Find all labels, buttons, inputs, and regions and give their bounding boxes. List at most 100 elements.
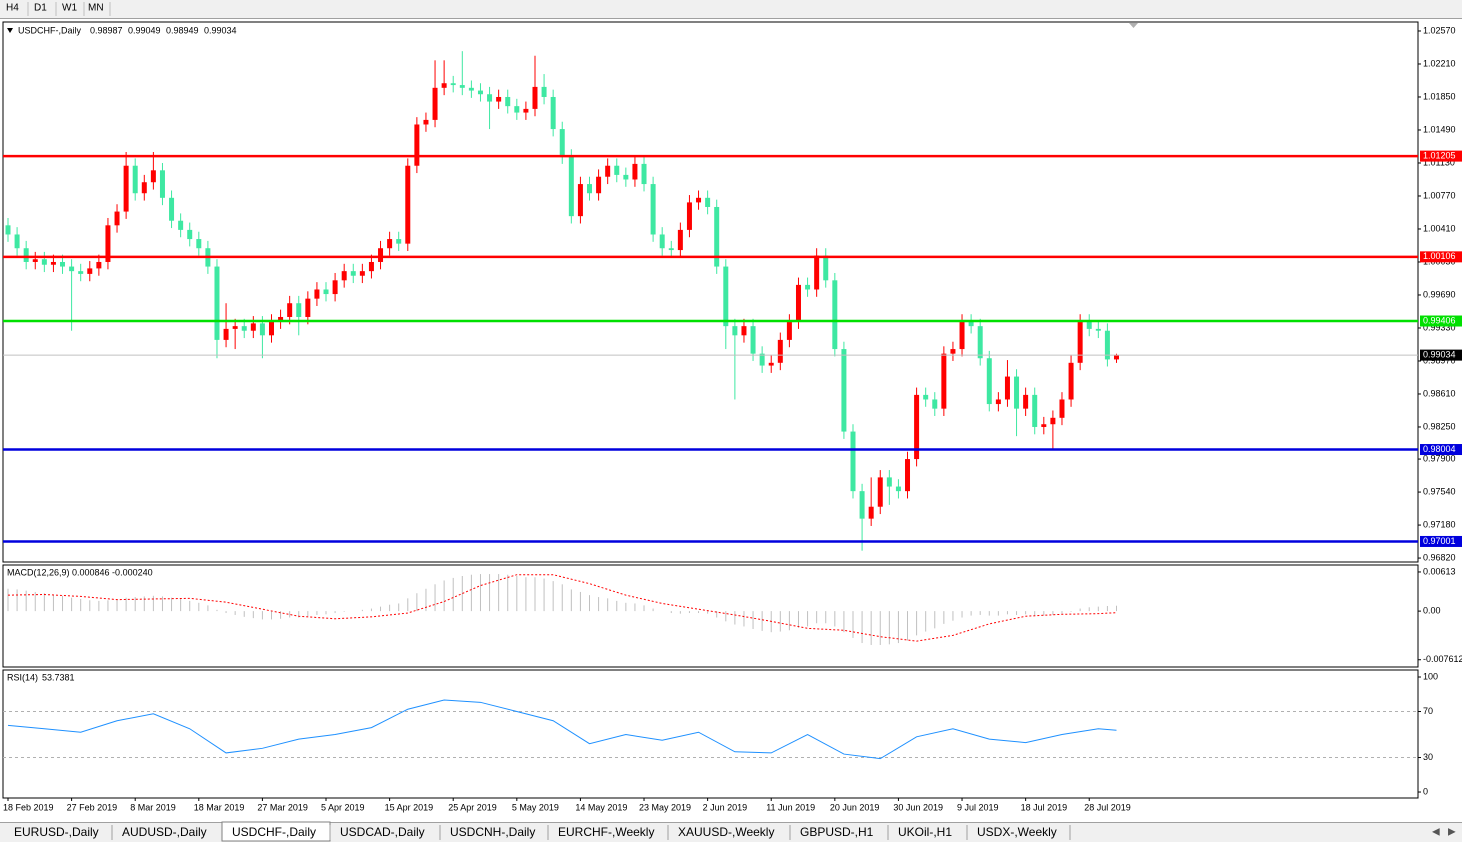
rsi-pane [2,669,1419,799]
candle-body [159,170,165,198]
tab-label[interactable]: AUDUSD-,Daily [122,825,207,839]
candle-body [696,197,702,203]
candle-body [150,170,156,183]
candle-body [795,284,801,322]
timeframe-button[interactable]: W1 [62,3,77,14]
tab-label[interactable]: EURCHF-,Weekly [558,825,654,839]
candle-body [786,321,792,340]
y-tick-label: 0.99330 [1423,322,1456,332]
candle-body [505,96,511,107]
level-label-bg [1420,150,1462,162]
candle-body [1086,321,1092,329]
tab-label[interactable]: USDCAD-,Daily [340,825,425,839]
scroll-left[interactable]: ◀ [1432,827,1440,838]
candle-body [132,165,138,194]
tab-label[interactable]: USDX-,Weekly [977,825,1057,839]
candle-body [986,358,992,405]
y-tick-label: 1.01130 [1423,157,1455,167]
candle-body [814,255,820,290]
tab-label[interactable]: USDCNH-,Daily [450,825,535,839]
candle-body [686,202,692,230]
x-tick-label: 30 Jun 2019 [893,802,943,812]
candle-body [350,271,356,276]
y-tick-label: 0.99690 [1423,289,1456,299]
timeframe-button[interactable]: H4 [6,3,19,14]
chart-title: USDCHF-,Daily [18,25,82,35]
tab-label[interactable]: XAUUSD-,Weekly [678,825,774,839]
candle-body [1023,394,1029,409]
candle-body [723,266,729,327]
y-tick-label: 0.96820 [1423,552,1456,562]
scroll-right[interactable]: ▶ [1448,827,1456,838]
y-tick-label: 100 [1423,671,1438,681]
candle-body [114,211,120,226]
candle-body [623,174,629,180]
candle-body [668,248,674,251]
candle-body [768,362,774,366]
level-label: 0.98004 [1423,444,1456,454]
candle-body [995,399,1001,405]
candle-body [287,303,293,317]
candle-body [950,349,956,354]
candle-body [886,477,892,487]
candle-body [314,289,320,299]
candle-body [41,259,47,265]
x-tick-label: 18 Feb 2019 [3,802,54,812]
tab-label[interactable]: UKOil-,H1 [898,825,952,839]
candle-body [423,119,429,125]
rsi-line [7,699,1117,760]
tab-label[interactable]: GBPUSD-,H1 [800,825,874,839]
candle-body [223,328,229,340]
x-tick-label: 27 Mar 2019 [257,802,308,812]
candle-body [823,255,829,281]
candle-body [268,321,274,336]
candle-body [850,431,856,492]
x-tick-label: 5 Apr 2019 [321,802,365,812]
x-tick-label: 27 Feb 2019 [67,802,118,812]
toolbar-bg [0,0,1462,19]
candle-body [487,94,493,102]
indicator-title: RSI(14) [7,672,38,682]
candle-body [232,326,238,329]
candle-body [977,326,983,359]
candle-body [877,477,883,507]
candle-body [914,394,920,460]
candle-body [541,86,547,97]
level-label-bg [1420,251,1462,263]
candle-body [1059,399,1065,418]
candle-body [632,163,638,180]
ohlc-value: 0.98987 [90,25,123,35]
candle-body [1004,376,1010,400]
candle-body [187,229,193,240]
candle-body [105,225,111,262]
tab-label[interactable]: EURUSD-,Daily [14,825,99,839]
candle-body [305,298,311,317]
tab-label[interactable]: USDCHF-,Daily [232,825,316,839]
candle-body [496,96,502,102]
y-tick-label: 0.98610 [1423,388,1456,398]
y-tick-label: 0 [1423,786,1428,796]
x-tick-label: 18 Jul 2019 [1021,802,1068,812]
x-tick-label: 28 Jul 2019 [1084,802,1131,812]
candle-body [87,268,93,274]
candle-body [387,239,393,249]
candle-body [278,316,284,322]
candle-body [378,248,384,262]
candle-body [832,280,838,350]
x-tick-label: 11 Jun 2019 [766,802,815,812]
y-tick-label: 0.00613 [1423,566,1456,576]
candle-body [241,326,247,331]
y-tick-label: 70 [1423,706,1433,716]
candle-body [805,284,811,290]
candle-body [959,321,965,350]
timeframe-button[interactable]: MN [88,3,104,14]
candle-body [777,339,783,363]
signal-line [7,574,1117,642]
timeframe-button[interactable]: D1 [34,3,47,14]
candle-body [259,323,265,336]
candle-body [96,261,102,269]
candle-body [341,271,347,281]
level-label: 1.00106 [1423,251,1456,261]
x-tick-label: 25 Apr 2019 [448,802,497,812]
candle-body [677,229,683,251]
